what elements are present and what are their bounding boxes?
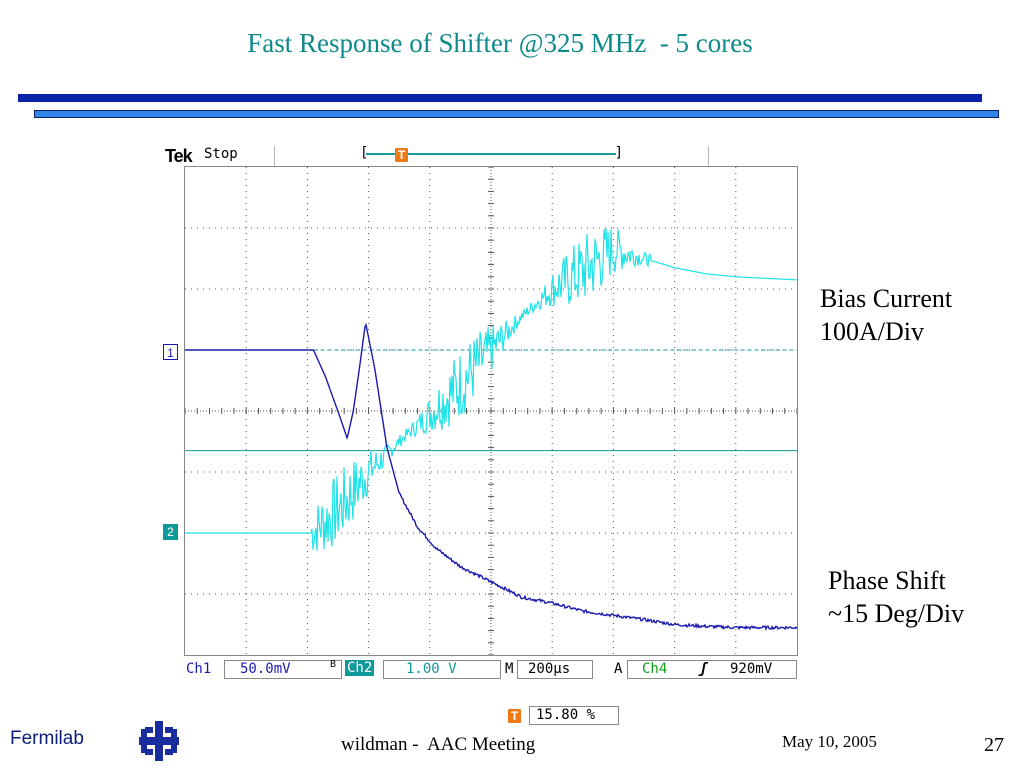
ch2-label: Ch2: [345, 660, 375, 676]
trigger-box: [627, 660, 797, 679]
record-line: [366, 153, 616, 155]
phase-shift-title: Phase Shift: [828, 566, 946, 595]
bias-current-scale: 100A/Div: [820, 317, 924, 346]
phase-shift-scale: ~15 Deg/Div: [828, 599, 965, 628]
footer-date: May 10, 2005: [782, 732, 877, 751]
bias-current-label: Bias Current 100A/Div: [820, 282, 952, 348]
ch2-scale-box: [383, 660, 501, 679]
ch1-label: Ch1: [186, 661, 212, 677]
trigger-level: 920mV: [730, 661, 773, 677]
timebase-label: M: [505, 661, 514, 677]
ch2-scale: 1.00 V: [406, 661, 457, 677]
scope-plot: [185, 167, 797, 655]
slide-title: Fast Response of Shifter @325 MHz - 5 co…: [247, 28, 753, 58]
trigger-source: Ch4: [642, 661, 668, 677]
trigger-slope-icon: ʃ: [699, 661, 708, 677]
scope-screen: [184, 166, 798, 656]
title-underline-light: [34, 110, 999, 118]
ch1-marker: 1: [163, 344, 178, 360]
footer-author: wildman - AAC Meeting: [341, 734, 536, 755]
phase-shift-label: Phase Shift ~15 Deg/Div: [828, 564, 964, 630]
trigger-label: A: [614, 661, 623, 677]
timebase-box: [517, 660, 593, 679]
timebase-value: 200µs: [528, 661, 571, 677]
trigger-position-percent: 15.80 %: [529, 706, 619, 725]
trigger-icon: T: [395, 148, 408, 162]
ch2-marker: 2: [163, 524, 178, 540]
record-bracket-left: [: [360, 145, 369, 161]
phase-shift-trace: [185, 228, 797, 551]
footer-page-number: 27: [984, 734, 1004, 756]
bias-current-trace: [185, 322, 797, 631]
ch1-scale-box: [224, 660, 342, 679]
header-divider: [274, 146, 275, 166]
record-bracket-right: ]: [614, 145, 623, 161]
scope-status-bar: Ch1 50.0mV B Ch2 1.00 V M 200µs A Ch4 ʃ …: [184, 659, 798, 681]
bias-current-title: Bias Current: [820, 284, 953, 313]
scope-state: Stop: [204, 146, 238, 162]
title-underline-dark: [18, 94, 982, 102]
fermilab-logo-icon: [139, 721, 179, 761]
ch1-scale: 50.0mV: [240, 661, 291, 677]
trigger-percent-icon: T: [508, 709, 521, 723]
footer-organization: Fermilab: [10, 728, 84, 749]
header-divider: [708, 146, 709, 166]
bw-limit-icon: B: [330, 659, 337, 670]
scope-brand: Tek: [165, 146, 193, 166]
record-view-bar: [ ]: [360, 145, 623, 161]
